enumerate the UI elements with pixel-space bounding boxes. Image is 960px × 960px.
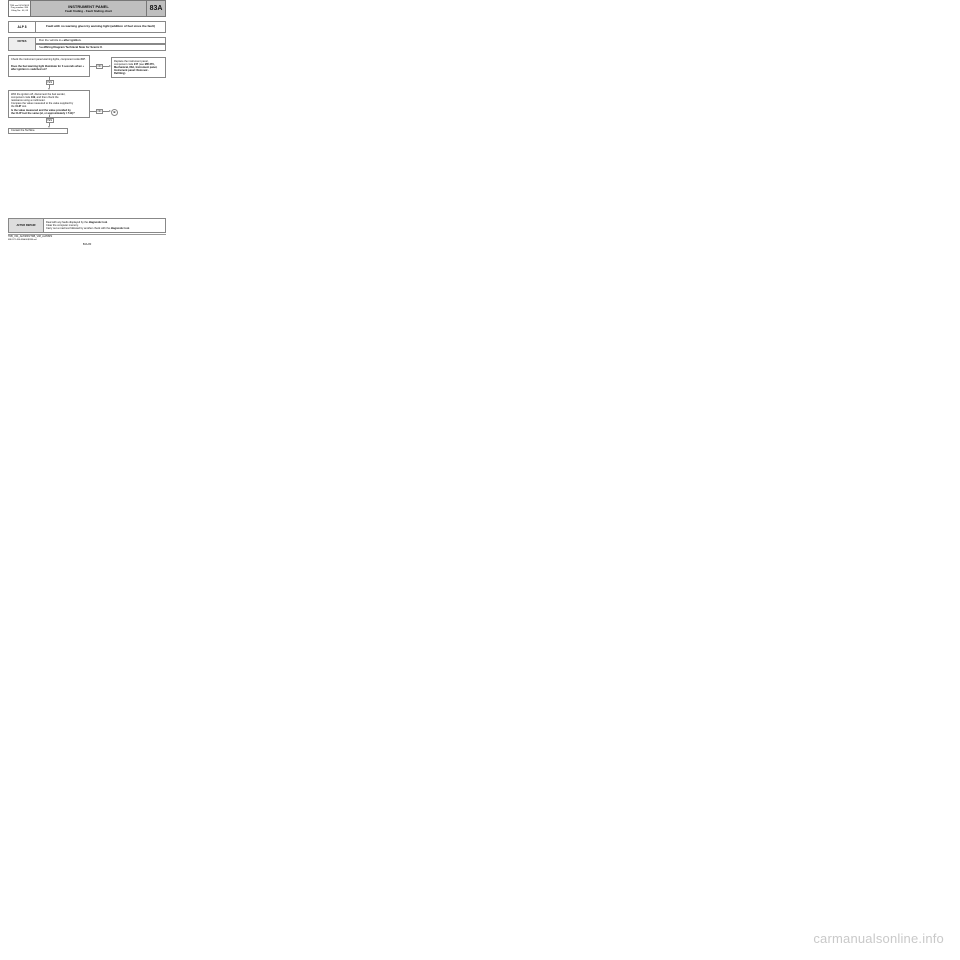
f1c: .	[107, 221, 108, 224]
refline: TDB_V04_ALP08P2/TDB_V08_ALP08P2	[8, 234, 166, 239]
header-title: INSTRUMENT PANEL Fault finding - Fault f…	[31, 0, 147, 17]
f3a: Carry out a road test followed by anothe…	[46, 227, 111, 230]
header-left: TDB and UCH MUX Prog number: 854 Vdiag N…	[8, 0, 31, 17]
after-repair-text: Deal with any faults displayed by the di…	[44, 218, 166, 233]
r1l5b: Refitting	[114, 72, 125, 75]
f3b: diagnostic tool	[111, 227, 129, 230]
n2c: .	[102, 46, 103, 49]
r1l5p: ).	[125, 72, 127, 75]
s1q: Does the fuel warning light illuminate f…	[11, 65, 87, 71]
alp-row: ALP 8 Fault with no warning given by war…	[8, 21, 166, 33]
n1c: .	[81, 39, 82, 42]
alp-text: Fault with no warning given by warning l…	[36, 21, 166, 33]
notes-text-2: See Wiring Diagram Technical Note for Sc…	[36, 44, 166, 51]
s1a2: 247	[81, 58, 85, 61]
notes-row-1: NOTES Run the vehicle in + after ignitio…	[8, 37, 166, 44]
after-repair-label: AFTER REPAIR	[8, 218, 44, 233]
r1l5: Refitting).	[114, 72, 163, 75]
yes-chip-2: YES	[46, 118, 54, 123]
s3: Contact the Techline.	[11, 129, 35, 132]
yes-chip-1: YES	[46, 80, 54, 85]
step3-box: Contact the Techline.	[8, 128, 68, 134]
f3: Carry out a road test followed by anothe…	[46, 227, 163, 230]
watermark: carmanualsonline.info	[813, 931, 944, 946]
header-bar: TDB and UCH MUX Prog number: 854 Vdiag N…	[8, 0, 166, 17]
docref: MR-372-J84-83A000$396.mif	[8, 239, 166, 241]
page-number: 83A-80	[8, 243, 166, 246]
hdr-left-3: Vdiag No.: 04, 08	[11, 10, 28, 13]
s2l5c: tool.	[21, 105, 27, 108]
notes-text-1: Run the vehicle in + after ignition.	[36, 37, 166, 44]
n2b: Wiring Diagram Technical Note for Scenic…	[44, 46, 102, 49]
notes-label: NOTES	[8, 37, 36, 44]
notes-row-2: See Wiring Diagram Technical Note for Sc…	[8, 44, 166, 51]
flowchart: Check the instrument panel warning light…	[8, 55, 166, 145]
alp-label: ALP 8	[8, 21, 36, 33]
footer: AFTER REPAIR Deal with any faults displa…	[8, 218, 166, 246]
no-chip-1: NO	[96, 64, 103, 69]
code: 83A	[150, 5, 163, 12]
n1a: Run the vehicle in	[39, 39, 61, 42]
step1-box: Check the instrument panel warning light…	[8, 55, 90, 77]
f3c: .	[129, 227, 130, 230]
title-2: Fault finding - Fault finding chart	[65, 9, 112, 13]
s1a1: Check the instrument panel warning light…	[11, 58, 81, 61]
s1a: Check the instrument panel warning light…	[11, 58, 87, 61]
notes-label-ext	[8, 44, 36, 51]
step2-box: With the ignition off, disconnect the fu…	[8, 90, 90, 118]
after-repair-row: AFTER REPAIR Deal with any faults displa…	[8, 218, 166, 233]
right1-box: Replace the instrument panel, component …	[111, 57, 166, 78]
header-code: 83A	[147, 0, 166, 17]
n1b: + after ignition	[61, 39, 80, 42]
b-circle: B	[111, 109, 118, 116]
f1b: diagnostic tool	[89, 221, 107, 224]
no-chip-2: NO	[96, 109, 103, 114]
